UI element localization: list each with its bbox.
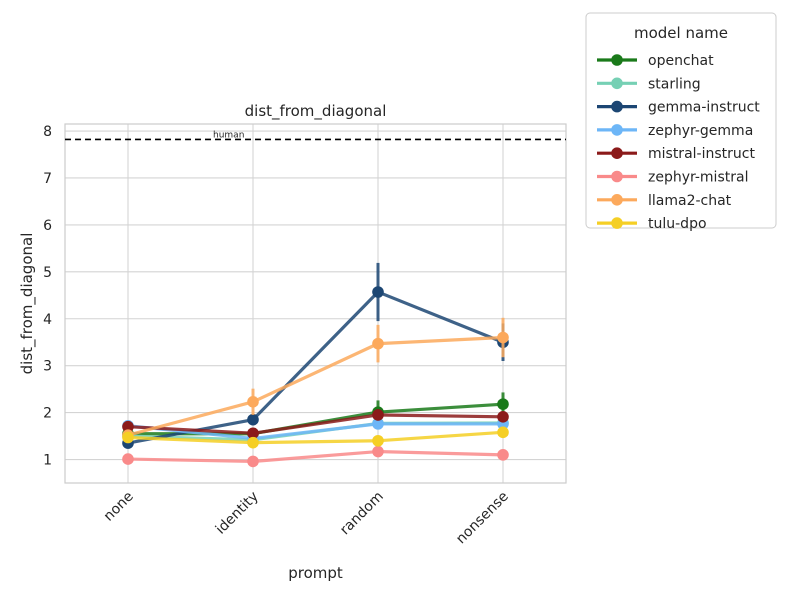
legend-marker [611, 124, 623, 136]
y-tick-label: 1 [43, 453, 52, 469]
y-tick-labels: 1 2 3 4 5 6 7 8 [43, 124, 52, 468]
legend-label: tulu-dpo [648, 216, 707, 232]
x-tick-label: random [337, 489, 387, 539]
chart-title: dist_from_diagonal [245, 102, 387, 121]
legend-label: mistral-instruct [648, 146, 755, 162]
reference-line-group: human [65, 130, 566, 140]
legend-marker [611, 170, 623, 183]
plot-frame [64, 123, 567, 484]
legend: model name openchat starling gemma-instruc… [585, 12, 777, 232]
y-tick-label: 5 [43, 265, 52, 281]
legend-label: starling [648, 76, 701, 92]
data-point [372, 409, 384, 421]
series-line [127, 430, 504, 445]
legend-marker [611, 194, 623, 206]
x-tick-label: none [101, 489, 137, 525]
x-tick-label: identity [213, 489, 262, 538]
series-line [127, 335, 504, 437]
data-point [247, 455, 259, 468]
data-point [247, 413, 259, 426]
data-point [497, 331, 509, 344]
series-line [127, 449, 504, 464]
data-point [372, 434, 384, 447]
y-tick-label: 7 [43, 171, 52, 187]
data-point [247, 396, 259, 408]
y-tick-label: 3 [43, 359, 52, 375]
legend-label: gemma-instruct [648, 100, 760, 116]
series-line [127, 413, 504, 435]
series-llama2-chat [122, 317, 509, 441]
legend-marker [611, 217, 623, 229]
legend-marker [611, 147, 623, 159]
data-point [122, 453, 134, 465]
legend-title: model name [634, 24, 728, 42]
data-point [372, 418, 384, 430]
data-point [247, 427, 259, 440]
legend-marker [611, 54, 623, 66]
legend-label: llama2-chat [648, 193, 732, 209]
legend-label: openchat [648, 53, 714, 69]
legend-label: zephyr-gemma [648, 123, 753, 139]
data-point [497, 398, 509, 410]
y-tick-label: 2 [43, 406, 52, 422]
x-tick-labels: none identity random nonsense [101, 489, 512, 548]
x-tick-label: nonsense [453, 489, 512, 548]
legend-label: zephyr-mistral [648, 170, 748, 186]
data-point [497, 411, 509, 423]
y-tick-label: 6 [43, 218, 52, 234]
y-axis-label: dist_from_diagonal [18, 233, 37, 375]
legend-items: openchat starling gemma-instruct zephyr-gem… [597, 53, 760, 232]
data-point [122, 431, 134, 444]
data-point [247, 436, 259, 449]
series-mistral-instruct [122, 409, 509, 440]
data-point [497, 449, 509, 461]
data-point [372, 286, 384, 298]
y-tick-label: 8 [43, 124, 52, 140]
series-layer [122, 262, 509, 468]
legend-box [585, 12, 777, 229]
data-point [372, 337, 384, 350]
series-line [127, 422, 503, 441]
grid-lines [65, 124, 566, 483]
y-tick-label: 4 [43, 312, 52, 328]
legend-marker [611, 100, 623, 113]
human-reference-label: human [213, 130, 244, 140]
x-axis-label: prompt [288, 564, 343, 582]
data-point [497, 426, 509, 439]
data-point [372, 445, 384, 458]
data-point [122, 420, 134, 433]
legend-marker [611, 77, 623, 90]
series-zephyr-mistral [122, 445, 509, 468]
series-tulu-dpo [122, 426, 509, 449]
